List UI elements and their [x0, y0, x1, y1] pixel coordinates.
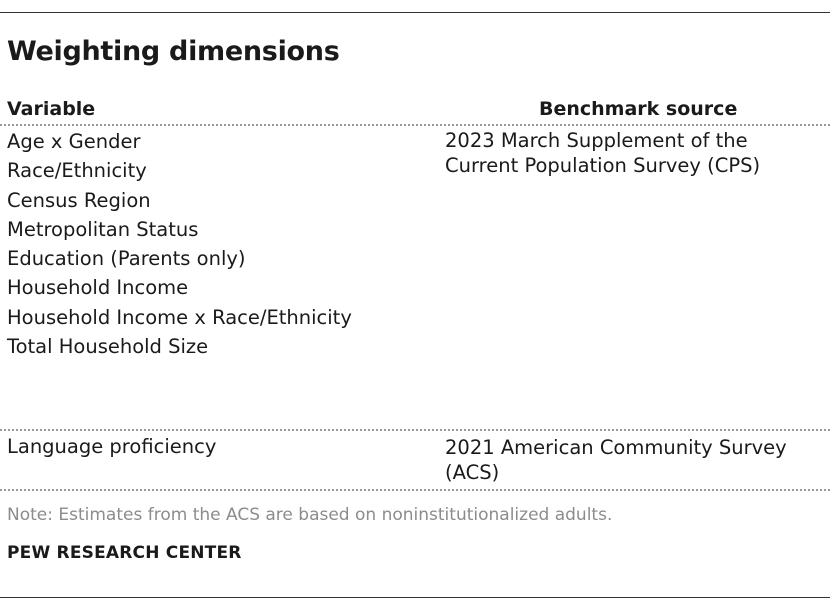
table-bottom-divider [0, 489, 830, 491]
table-cell-source: 2023 March Supplement of the Current Pop… [445, 129, 761, 177]
table-cell-variable: Language proficiency [7, 435, 217, 458]
column-header-variable: Variable [7, 98, 96, 120]
table-cell-variable: Race/Ethnicity [7, 159, 147, 183]
table-cell-variable: Metropolitan Status [7, 217, 199, 241]
variable-list: Age x Gender Race/Ethnicity Census Regio… [7, 129, 352, 363]
column-header-benchmark-source: Benchmark source [539, 98, 738, 120]
table-cell-variable: Census Region [7, 188, 151, 212]
top-rule [0, 12, 830, 13]
table-cell-variable: Household Income x Race/Ethnicity [7, 305, 352, 329]
table-cell-variable: Education (Parents only) [7, 247, 246, 271]
table-cell-variable: Total Household Size [7, 335, 209, 359]
source-credit: PEW RESEARCH CENTER [7, 543, 242, 563]
header-divider [0, 124, 830, 126]
page-title: Weighting dimensions [7, 36, 340, 67]
table-cell-source: 2021 American Community Survey (ACS) [445, 436, 787, 484]
footnote: Note: Estimates from the ACS are based o… [7, 505, 613, 525]
table-cell-variable: Household Income [7, 276, 189, 300]
table-cell-variable: Age x Gender [7, 130, 141, 153]
bottom-rule [0, 597, 830, 598]
row-divider [0, 429, 830, 431]
